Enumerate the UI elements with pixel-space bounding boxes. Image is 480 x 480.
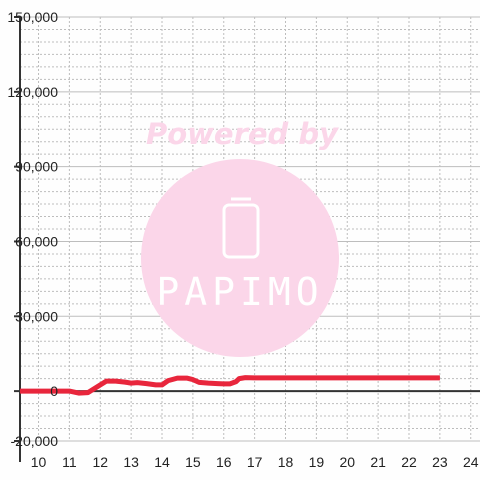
x-tick-label: 19	[309, 454, 325, 470]
x-tick-label: 16	[216, 454, 232, 470]
x-tick-label: 18	[278, 454, 294, 470]
x-tick-label: 13	[123, 454, 139, 470]
y-tick-label: 120,000	[7, 84, 58, 100]
phone-outline-icon	[222, 197, 260, 259]
y-tick-label: -20,000	[11, 433, 59, 449]
series	[20, 375, 440, 396]
x-tick-label: 10	[31, 454, 47, 470]
x-tick-label: 24	[463, 454, 479, 470]
x-tick-label: 23	[432, 454, 448, 470]
series-line	[20, 375, 440, 396]
x-tick-label: 15	[185, 454, 201, 470]
x-tick-label: 21	[370, 454, 386, 470]
grid	[20, 16, 480, 442]
x-tick-label: 12	[92, 454, 108, 470]
y-tick-label: 60,000	[15, 233, 58, 249]
tick-labels: 150,000 120,000 90,000 60,000 30,000 0 -20,000…	[7, 9, 478, 470]
x-tick-label: 22	[401, 454, 417, 470]
y-tick-label: 0	[50, 383, 58, 399]
x-tick-label: 14	[154, 454, 170, 470]
x-tick-label: 20	[339, 454, 355, 470]
papimo-watermark: Powered by PAPIMO	[141, 117, 339, 357]
y-tick-label: 150,000	[7, 9, 58, 25]
y-tick-label: 90,000	[15, 159, 58, 175]
x-tick-label: 11	[62, 454, 77, 470]
axes	[14, 16, 480, 462]
y-tick-label: 30,000	[15, 308, 58, 324]
watermark-tagline: Powered by	[146, 117, 339, 151]
x-tick-label: 17	[247, 454, 263, 470]
watermark-brand: PAPIMO	[156, 270, 323, 314]
